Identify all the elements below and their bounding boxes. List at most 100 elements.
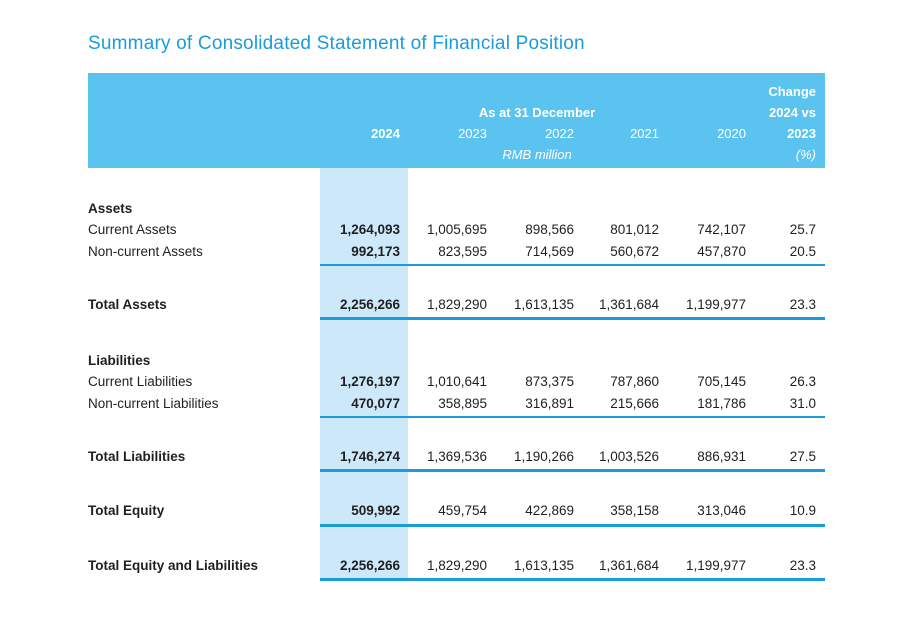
- table-rule: [88, 469, 825, 472]
- cell-2022: 422,869: [525, 503, 574, 518]
- rule-spacer: [88, 264, 320, 266]
- table-rule: [88, 523, 825, 527]
- cell-2023: 1,010,641: [426, 374, 487, 389]
- cell-change-pct: 27.5: [789, 448, 816, 464]
- cell-2021: 1,003,526: [598, 448, 659, 464]
- cell-2020: 1,199,977: [685, 557, 746, 573]
- cell-2022: 714,569: [525, 243, 574, 259]
- row-label: Non-current Liabilities: [88, 395, 219, 411]
- header-row-unit: RMB million (%): [88, 144, 825, 165]
- header-row-2: As at 31 December 2024 vs: [88, 102, 825, 123]
- row-label: Current Assets: [88, 222, 177, 237]
- cell-2020: [667, 350, 754, 371]
- cell-2022: 1,190,266: [513, 448, 574, 464]
- cell-2024: 2,256,266: [339, 296, 400, 312]
- cell-2024: [320, 350, 408, 371]
- row-label: Assets: [88, 201, 133, 216]
- cell-2024: 470,077: [351, 395, 400, 411]
- table-row: Total Liabilities 1,746,274 1,369,536 1,…: [88, 446, 825, 468]
- header-change-versus: 2024 vs: [769, 105, 816, 120]
- cell-2024: 1,264,093: [339, 222, 400, 237]
- cell-2020: 742,107: [697, 222, 746, 237]
- header-unit-label: RMB million: [502, 147, 572, 162]
- rule-spacer: [88, 578, 320, 581]
- cell-2021: 358,158: [610, 503, 659, 518]
- row-label: Total Assets: [88, 296, 167, 312]
- header-change-unit: (%): [795, 147, 816, 162]
- header-row-1: Change: [88, 81, 825, 102]
- cell-2020: 313,046: [697, 503, 746, 518]
- header-change-year: 2023: [787, 126, 816, 141]
- cell-change-pct: [754, 350, 825, 371]
- table-row: Non-current Liabilities 470,077 358,895 …: [88, 393, 825, 415]
- cell-2020: 181,786: [697, 395, 746, 411]
- cell-2024: 1,276,197: [339, 374, 400, 389]
- rule-line: [320, 523, 825, 527]
- cell-change-pct: 23.3: [789, 557, 816, 573]
- rule-spacer: [88, 416, 320, 418]
- cell-2020: 886,931: [697, 448, 746, 464]
- table-header: Change As at 31 December 2024 vs 2024 20…: [88, 73, 825, 168]
- row-label: Total Equity and Liabilities: [88, 557, 259, 573]
- cell-2022: 898,566: [525, 222, 574, 237]
- cell-2023: 1,005,695: [426, 222, 487, 237]
- cell-2021: 560,672: [610, 243, 659, 259]
- table-row: Total Equity and Liabilities 2,256,266 1…: [88, 555, 825, 577]
- row-label: Non-current Assets: [88, 243, 203, 259]
- table-row: Current Liabilities 1,276,197 1,010,641 …: [88, 371, 825, 393]
- header-year-2021: 2021: [630, 126, 659, 141]
- cell-change-pct: 20.5: [789, 243, 816, 259]
- row-label: Total Equity: [88, 503, 165, 518]
- financial-position-table: Change As at 31 December 2024 vs 2024 20…: [88, 73, 825, 581]
- cell-2022: 873,375: [525, 374, 574, 389]
- cell-2023: 1,369,536: [426, 448, 487, 464]
- rule-line: [320, 264, 825, 266]
- cell-2024: 509,992: [351, 503, 400, 518]
- cell-change-pct: 31.0: [789, 395, 816, 411]
- cell-2024: 2,256,266: [339, 557, 400, 573]
- highlight-2024-column-band: [320, 168, 408, 581]
- rule-spacer: [88, 469, 320, 472]
- table-rule: [88, 578, 825, 581]
- cell-2021: 1,361,684: [598, 557, 659, 573]
- header-row-years: 2024 2023 2022 2021 2020 2023: [88, 123, 825, 144]
- cell-2021: 787,860: [610, 374, 659, 389]
- cell-change-pct: [754, 198, 825, 219]
- cell-change-pct: 10.9: [789, 503, 816, 518]
- table-body: Assets Current Assets 1,264,093 1,005,69…: [88, 198, 825, 581]
- header-year-2023: 2023: [458, 126, 487, 141]
- rule-spacer: [88, 524, 320, 527]
- header-year-2022: 2022: [545, 126, 574, 141]
- row-label: Total Liabilities: [88, 448, 186, 464]
- cell-2024: 992,173: [351, 243, 400, 259]
- table-row: Total Equity 509,992 459,754 422,869 358…: [88, 500, 825, 522]
- cell-change-pct: 25.7: [789, 222, 816, 237]
- cell-2022: [495, 350, 582, 371]
- cell-2023: 1,829,290: [426, 296, 487, 312]
- cell-2023: [408, 350, 495, 371]
- cell-change-pct: 23.3: [789, 296, 816, 312]
- header-change-label: Change: [768, 84, 816, 99]
- cell-2021: 1,361,684: [598, 296, 659, 312]
- page-title: Summary of Consolidated Statement of Fin…: [88, 33, 585, 54]
- cell-2020: 457,870: [697, 243, 746, 259]
- rule-line: [320, 578, 825, 581]
- table-row: Total Assets 2,256,266 1,829,290 1,613,1…: [88, 294, 825, 316]
- cell-2020: 1,199,977: [685, 296, 746, 312]
- cell-2022: 1,613,135: [513, 557, 574, 573]
- cell-2023: [408, 198, 495, 219]
- table-row: Assets: [88, 198, 825, 219]
- cell-2023: 459,754: [438, 503, 487, 518]
- cell-2023: 1,829,290: [426, 557, 487, 573]
- cell-2021: [582, 198, 667, 219]
- rule-line: [320, 416, 825, 418]
- rule-line: [320, 317, 825, 320]
- cell-2024: [320, 198, 408, 219]
- cell-2023: 823,595: [438, 243, 487, 259]
- rule-line: [320, 469, 825, 472]
- table-rule: [88, 264, 825, 266]
- row-label: Liabilities: [88, 353, 151, 368]
- header-year-2020: 2020: [717, 126, 746, 141]
- row-label: Current Liabilities: [88, 374, 193, 389]
